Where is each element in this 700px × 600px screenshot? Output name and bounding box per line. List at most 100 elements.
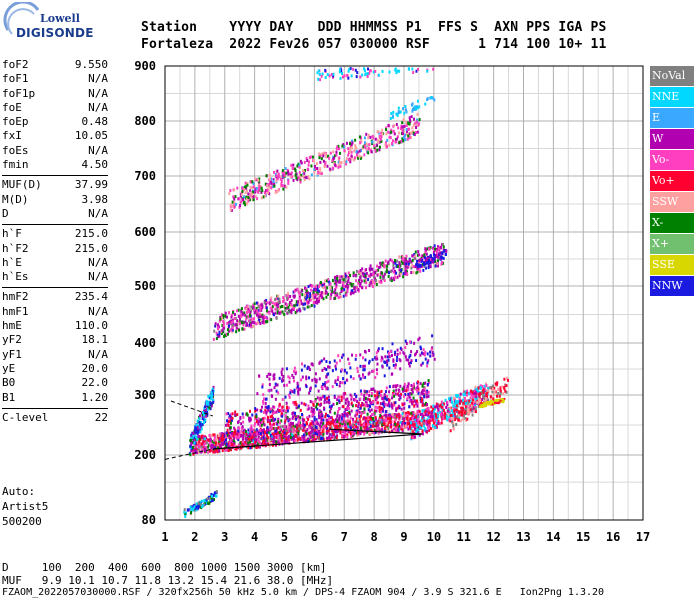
echo-point (311, 155, 314, 159)
echo-point (323, 164, 326, 168)
echo-point (335, 285, 338, 289)
echo-point (267, 428, 270, 432)
echo-point (247, 441, 250, 445)
echo-point (322, 382, 325, 386)
echo-point (317, 285, 320, 289)
echo-point (404, 133, 407, 137)
echo-point (377, 280, 380, 284)
echo-point (361, 267, 364, 271)
echo-point (228, 311, 231, 315)
echo-point (280, 182, 283, 186)
echo-point (293, 388, 296, 392)
echo-point (233, 426, 236, 430)
echo-point (359, 283, 362, 287)
echo-point (355, 431, 358, 435)
echo-point (205, 399, 208, 403)
echo-point (387, 358, 390, 362)
echo-point (392, 363, 395, 367)
param-name: hmE (2, 319, 22, 333)
echo-point (242, 444, 245, 448)
echo-point (276, 383, 279, 387)
echo-point (391, 429, 394, 433)
echo-point (421, 416, 424, 420)
echo-point (303, 298, 306, 302)
echo-point (457, 418, 460, 422)
echo-point (319, 293, 322, 297)
echo-point (376, 130, 379, 134)
echo-point (376, 140, 379, 144)
echo-point (372, 70, 375, 74)
echo-point (377, 268, 380, 272)
echo-point (236, 413, 239, 417)
echo-point (304, 403, 307, 407)
echo-point (218, 319, 221, 323)
echo-point (289, 429, 292, 433)
echo-point (214, 449, 217, 453)
echo-point (291, 373, 294, 377)
echo-point (499, 386, 502, 390)
echo-point (225, 438, 228, 442)
echo-point (260, 442, 263, 446)
echo-point (318, 296, 321, 300)
echo-point (394, 350, 397, 354)
echo-point (414, 412, 417, 416)
echo-point (410, 425, 413, 429)
echo-point (408, 400, 411, 404)
echo-point (310, 164, 313, 168)
echo-point (198, 427, 201, 431)
echo-point (463, 390, 466, 394)
echo-point (363, 389, 366, 393)
echo-point (389, 349, 392, 353)
echo-point (384, 361, 387, 365)
echo-point (411, 416, 414, 420)
echo-point (398, 428, 401, 432)
echo-point (376, 391, 379, 395)
echo-point (386, 394, 389, 398)
echo-point (404, 346, 407, 350)
echo-point (272, 437, 275, 441)
echo-point (394, 261, 397, 265)
echo-point (267, 189, 270, 193)
echo-point (264, 194, 267, 198)
echo-point (348, 430, 351, 434)
echo-point (419, 263, 422, 267)
param-value: N/A (88, 206, 108, 220)
echo-point (423, 387, 426, 391)
echo-point (200, 436, 203, 440)
autoscaling-info: Auto: Artist5 500200 (2, 484, 48, 529)
echo-point (311, 378, 314, 382)
echo-point (312, 297, 315, 301)
echo-point (289, 309, 292, 313)
echo-point (471, 402, 474, 406)
echo-point (282, 173, 285, 177)
echo-point (428, 421, 431, 425)
echo-point (342, 145, 345, 149)
echo-point (243, 311, 246, 315)
echo-point (210, 404, 213, 408)
echo-point (453, 402, 456, 406)
echo-point (223, 434, 226, 438)
echo-point (373, 146, 376, 150)
echo-point (386, 403, 389, 407)
echo-point (312, 290, 315, 294)
echo-point (228, 441, 231, 445)
param-name: foEs (2, 143, 29, 157)
echo-point (353, 158, 356, 162)
echo-point (318, 284, 321, 288)
echo-point (316, 407, 319, 411)
echo-point (409, 361, 412, 365)
echo-point (238, 317, 241, 321)
echo-point (296, 426, 299, 430)
echo-point (308, 177, 311, 181)
echo-point (402, 118, 405, 122)
echo-point (348, 422, 351, 426)
echo-point (421, 401, 424, 405)
echo-point (282, 375, 285, 379)
echo-point (411, 414, 414, 418)
echo-point (234, 413, 237, 417)
echo-point (427, 394, 430, 398)
echo-point (271, 443, 274, 447)
echo-point (364, 426, 367, 430)
echo-point (365, 281, 368, 285)
echo-point (374, 417, 377, 421)
